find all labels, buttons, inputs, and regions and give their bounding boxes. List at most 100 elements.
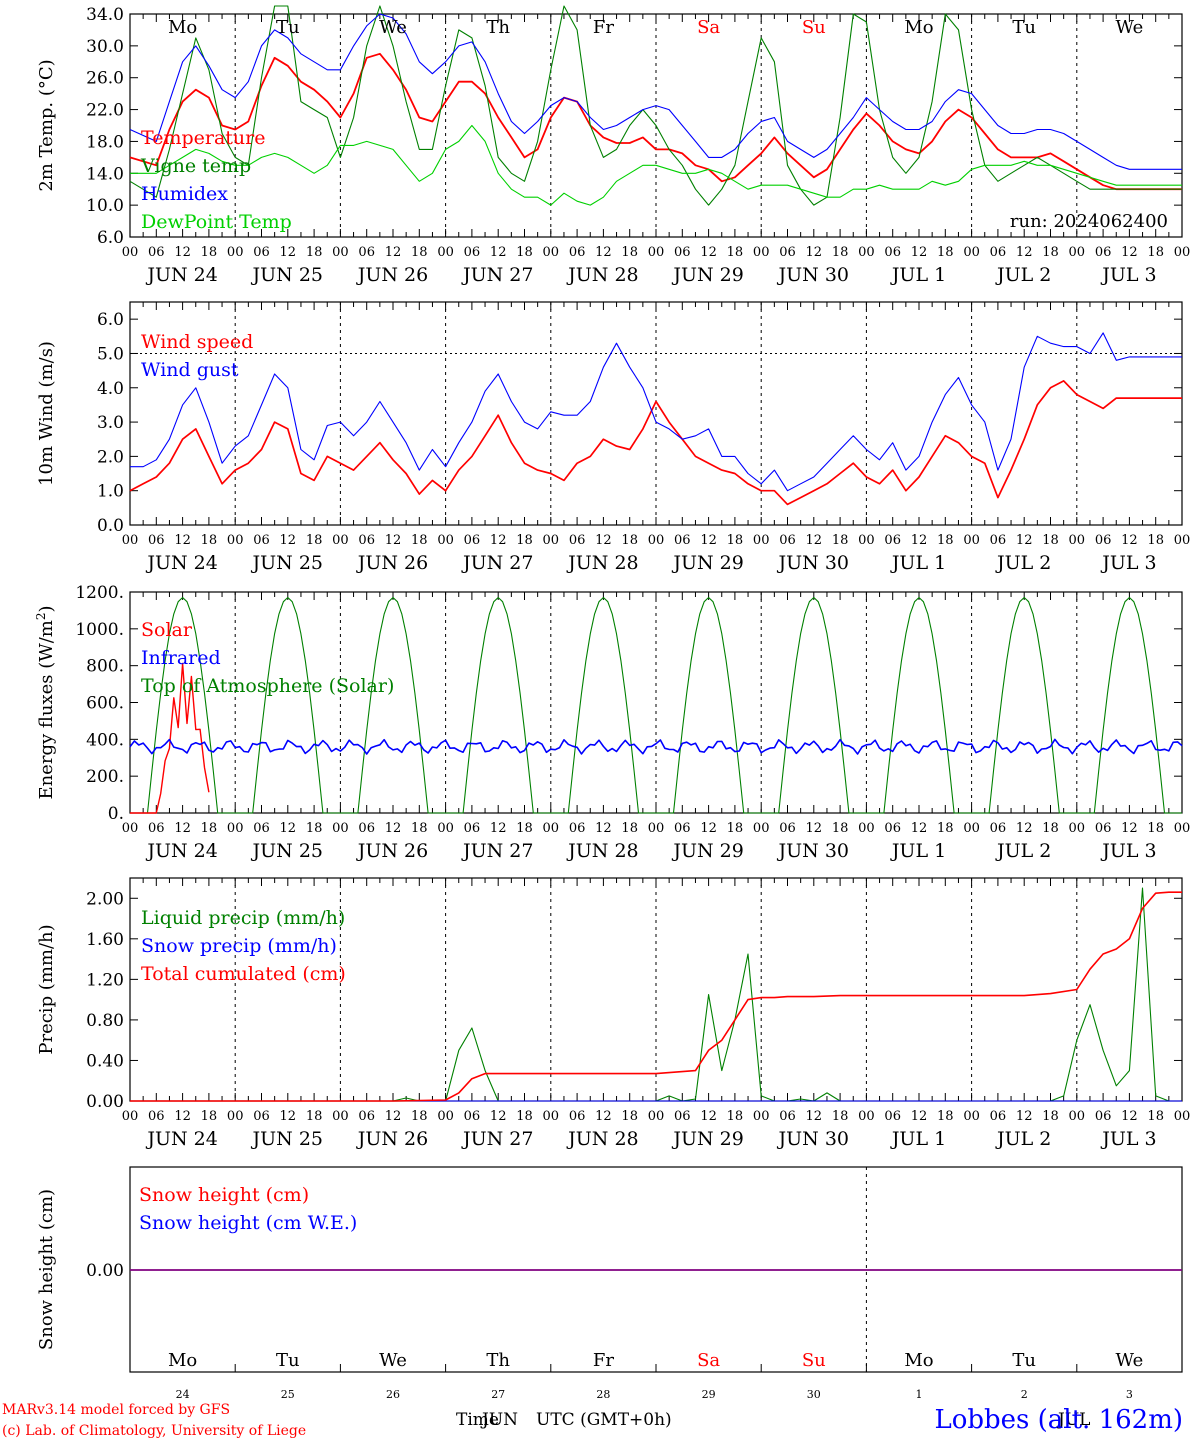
hour-tick-label: 00 [753, 821, 770, 836]
hour-tick-label: 18 [516, 533, 533, 548]
series-line-toa-solar [130, 596, 1182, 814]
hour-tick-label: 00 [1069, 1109, 1086, 1124]
hour-tick-label: 18 [1147, 533, 1164, 548]
y-tick-label: 26.0 [86, 69, 124, 89]
y-tick-label: 0.0 [97, 516, 124, 536]
hour-tick-label: 06 [464, 821, 481, 836]
station-label: Lobbes (alt. 162m) [934, 1405, 1183, 1435]
hour-tick-label: 00 [858, 1109, 875, 1124]
hour-tick-label: 00 [122, 821, 139, 836]
series-line-temperature [129, 52, 1182, 191]
series-line-dewpoint-temp [130, 124, 1182, 206]
hour-tick-label: 00 [963, 1109, 980, 1124]
hour-tick-label: 18 [411, 1109, 428, 1124]
date-label: JUN 26 [356, 552, 428, 574]
y-tick-label: 0.80 [86, 1011, 124, 1031]
hour-tick-label: 18 [1042, 533, 1059, 548]
hour-tick-label: 00 [1069, 245, 1086, 260]
series-line-total-cumulated-cm- [130, 891, 1182, 1102]
hour-tick-label: 06 [253, 1109, 270, 1124]
hour-tick-label: 12 [385, 1109, 402, 1124]
y-tick-label: 800. [86, 657, 124, 677]
date-label: JUN 28 [566, 1128, 638, 1150]
hour-tick-label: 00 [1174, 821, 1191, 836]
hour-tick-label: 18 [1147, 821, 1164, 836]
hour-tick-label: 12 [700, 821, 717, 836]
y-tick-label: 1000. [75, 620, 124, 640]
hour-tick-label: 06 [358, 533, 375, 548]
hour-tick-label: 18 [621, 1109, 638, 1124]
hour-tick-label: 18 [516, 821, 533, 836]
hour-tick-label: 12 [490, 1109, 507, 1124]
hour-tick-label: 12 [385, 821, 402, 836]
series-line-infrared [129, 738, 1183, 755]
day-number-label: 30 [807, 1388, 821, 1401]
hour-tick-label: 12 [174, 533, 191, 548]
y-tick-label: 4.0 [97, 379, 124, 399]
hour-tick-label: 06 [1095, 821, 1112, 836]
y-tick-label: 200. [86, 767, 124, 787]
run-label: run: 2024062400 [1010, 211, 1168, 232]
date-label: JUN 24 [145, 840, 217, 862]
y-tick-label: 0.40 [86, 1051, 124, 1071]
hour-tick-label: 06 [569, 1109, 586, 1124]
hour-tick-label: 12 [911, 1109, 928, 1124]
y-tick-label: 22.0 [86, 101, 124, 121]
hour-tick-label: 12 [1016, 821, 1033, 836]
date-label: JUL 1 [890, 264, 946, 286]
date-label: JUN 24 [145, 552, 217, 574]
date-label: JUN 30 [777, 840, 849, 862]
hour-tick-label: 12 [806, 821, 823, 836]
day-number-label: 1 [916, 1388, 923, 1401]
hour-tick-label: 06 [990, 533, 1007, 548]
date-label: JUN 26 [356, 840, 428, 862]
weekday-label: Sa [697, 17, 720, 38]
hour-tick-label: 12 [911, 533, 928, 548]
hour-tick-label: 06 [1095, 245, 1112, 260]
series-line-wind-gust [130, 332, 1182, 492]
series-line-vigne-temp [129, 5, 1182, 206]
date-label: JUN 30 [777, 1128, 849, 1150]
hour-tick-label: 18 [306, 1109, 323, 1124]
date-label: JUN 29 [671, 1128, 743, 1150]
hour-tick-label: 12 [700, 1109, 717, 1124]
hour-tick-label: 12 [1121, 1109, 1138, 1124]
y-tick-label: 6.0 [97, 310, 124, 330]
hour-tick-label: 18 [1042, 245, 1059, 260]
weekday-label: We [379, 1350, 407, 1371]
hour-tick-label: 00 [648, 1109, 665, 1124]
hour-tick-label: 18 [1147, 1109, 1164, 1124]
date-label: JUN 28 [566, 840, 638, 862]
hour-tick-label: 12 [174, 1109, 191, 1124]
legend-dewpoint-temp: DewPoint Temp [141, 211, 292, 233]
hour-tick-label: 00 [437, 821, 454, 836]
hour-tick-label: 18 [727, 533, 744, 548]
weekday-label: Su [802, 1350, 826, 1371]
legend-top-of-atmosphere-solar-: Top of Atmosphere (Solar) [141, 675, 394, 697]
hour-tick-label: 18 [727, 1109, 744, 1124]
day-number-label: 2 [1021, 1388, 1028, 1401]
hour-tick-label: 18 [516, 245, 533, 260]
date-label: JUL 1 [890, 1128, 946, 1150]
hour-tick-label: 18 [516, 1109, 533, 1124]
weekday-label: We [1116, 17, 1144, 38]
hour-tick-label: 12 [595, 533, 612, 548]
hour-tick-label: 00 [543, 821, 560, 836]
hour-tick-label: 18 [937, 533, 954, 548]
x-axis-label-jun: JUN [480, 1410, 518, 1430]
weekday-label: Tu [1012, 17, 1036, 38]
hour-tick-label: 06 [779, 821, 796, 836]
day-number-label: 3 [1126, 1388, 1133, 1401]
hour-tick-label: 00 [753, 245, 770, 260]
date-label: JUN 24 [145, 264, 217, 286]
model-credit: MARv3.14 model forced by GFS [2, 1402, 230, 1418]
hour-tick-label: 06 [148, 821, 165, 836]
y-tick-label: 34.0 [86, 5, 124, 25]
date-label: JUL 3 [1100, 552, 1156, 574]
hour-tick-label: 12 [595, 1109, 612, 1124]
weekday-label: Mo [168, 1350, 197, 1371]
hour-tick-label: 06 [779, 245, 796, 260]
hour-tick-label: 18 [832, 821, 849, 836]
legend-infrared: Infrared [141, 647, 221, 669]
hour-tick-label: 18 [621, 533, 638, 548]
